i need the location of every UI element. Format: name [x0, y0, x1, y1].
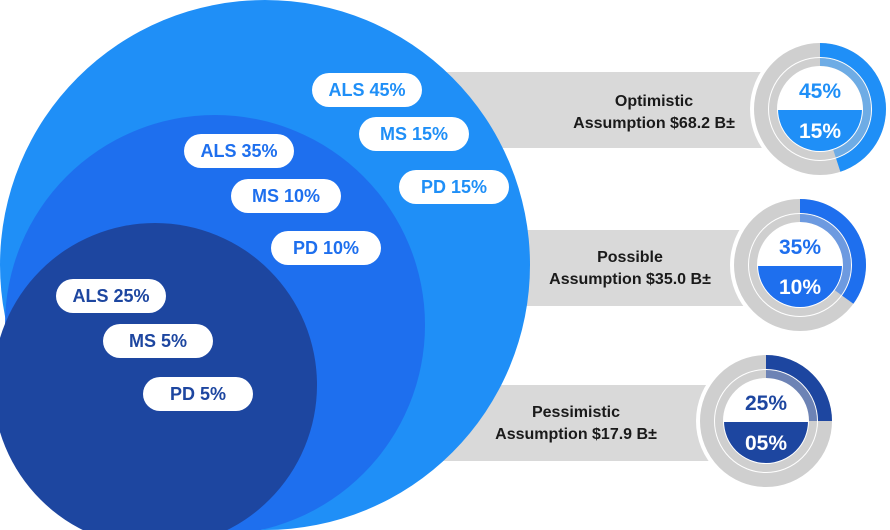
ring-gauge-possible: 35% 10%	[730, 195, 870, 335]
pessimistic-label: Pessimistic	[532, 404, 620, 421]
ring-top-value: 35%	[779, 236, 821, 259]
ring-arc-inner	[819, 58, 871, 158]
svg-text:ALS 35%: ALS 35%	[200, 141, 277, 161]
ring-arc-outer	[765, 355, 832, 422]
ring-top-value: 45%	[799, 80, 841, 103]
optimistic-label: Optimistic	[615, 93, 693, 110]
svg-text:PD 15%: PD 15%	[421, 177, 487, 197]
ring-bottom-value: 15%	[799, 120, 841, 143]
band-optimistic	[430, 72, 810, 148]
pill-outer-pd: PD 15%	[399, 170, 509, 204]
svg-text:PD 5%: PD 5%	[170, 384, 226, 404]
pill-inner-pd: PD 5%	[143, 377, 253, 411]
optimistic-amount: Assumption $68.2 B±	[573, 115, 735, 132]
possible-label: Possible	[597, 249, 663, 266]
pill-middle-pd: PD 10%	[271, 231, 381, 265]
ring-top-value: 25%	[745, 392, 787, 415]
ring-arc-outer	[799, 199, 866, 304]
svg-text:PD 10%: PD 10%	[293, 238, 359, 258]
pessimistic-amount: Assumption $17.9 B±	[495, 426, 657, 443]
band-pessimistic	[430, 385, 750, 461]
svg-text:MS 5%: MS 5%	[129, 331, 187, 351]
ring-bottom-value: 05%	[745, 432, 787, 455]
ring-arc-inner	[799, 214, 851, 295]
svg-text:MS 15%: MS 15%	[380, 124, 448, 144]
svg-text:MS 10%: MS 10%	[252, 186, 320, 206]
possible-amount: Assumption $35.0 B±	[549, 271, 711, 288]
pill-inner-ms: MS 5%	[103, 324, 213, 358]
pill-outer-ms: MS 15%	[359, 117, 469, 151]
ring-arc-inner	[765, 370, 817, 422]
pill-inner-als: ALS 25%	[56, 279, 166, 313]
ring-gauge-optimistic: 45% 15%	[750, 39, 890, 179]
svg-text:ALS 45%: ALS 45%	[328, 80, 405, 100]
svg-text:ALS 25%: ALS 25%	[72, 286, 149, 306]
ring-gauge-pessimistic: 25% 05%	[696, 351, 836, 491]
ring-arc-outer	[819, 43, 886, 172]
ring-bottom-value: 10%	[779, 276, 821, 299]
pill-middle-als: ALS 35%	[184, 134, 294, 168]
pill-outer-als: ALS 45%	[312, 73, 422, 107]
pill-middle-ms: MS 10%	[231, 179, 341, 213]
